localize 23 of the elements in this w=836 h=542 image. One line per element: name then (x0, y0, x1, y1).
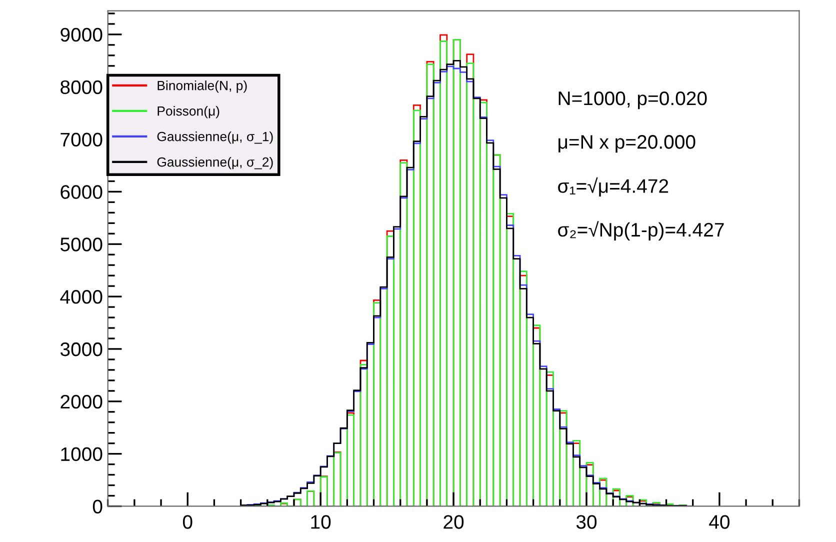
y-tick-label: 9000 (60, 28, 102, 42)
legend-label: Poisson(μ) (158, 106, 220, 118)
annotation: N=1000, p=0.020 (558, 91, 707, 110)
y-tick-label: 8000 (60, 80, 102, 94)
x-tick-label: 10 (311, 515, 331, 529)
legend-label: Gaussienne(μ, σ_1) (157, 132, 273, 144)
legend-label: Binomiale(N, p) (158, 80, 247, 93)
y-tick-label: 5000 (60, 238, 102, 252)
annotation: μ=N x p=20.000 (558, 135, 696, 153)
y-tick-label: 4000 (60, 290, 102, 304)
legend-label: Gaussienne(μ, σ_2) (157, 157, 273, 170)
annotation: σ₂=√Np(1-p)=4.427 (558, 221, 724, 240)
y-tick-label: 0 (92, 500, 102, 514)
x-tick-label: 30 (576, 515, 597, 529)
y-tick-label: 6000 (60, 185, 102, 199)
annotation: σ₁=√μ=4.472 (558, 177, 668, 196)
x-tick-label: 40 (709, 515, 730, 529)
y-tick-label: 7000 (60, 132, 102, 147)
y-tick-label: 3000 (60, 342, 102, 356)
y-tick-label: 1000 (61, 447, 102, 462)
x-tick-label: 0 (182, 515, 192, 529)
x-tick-label: 20 (444, 515, 464, 529)
y-tick-label: 2000 (60, 394, 102, 409)
